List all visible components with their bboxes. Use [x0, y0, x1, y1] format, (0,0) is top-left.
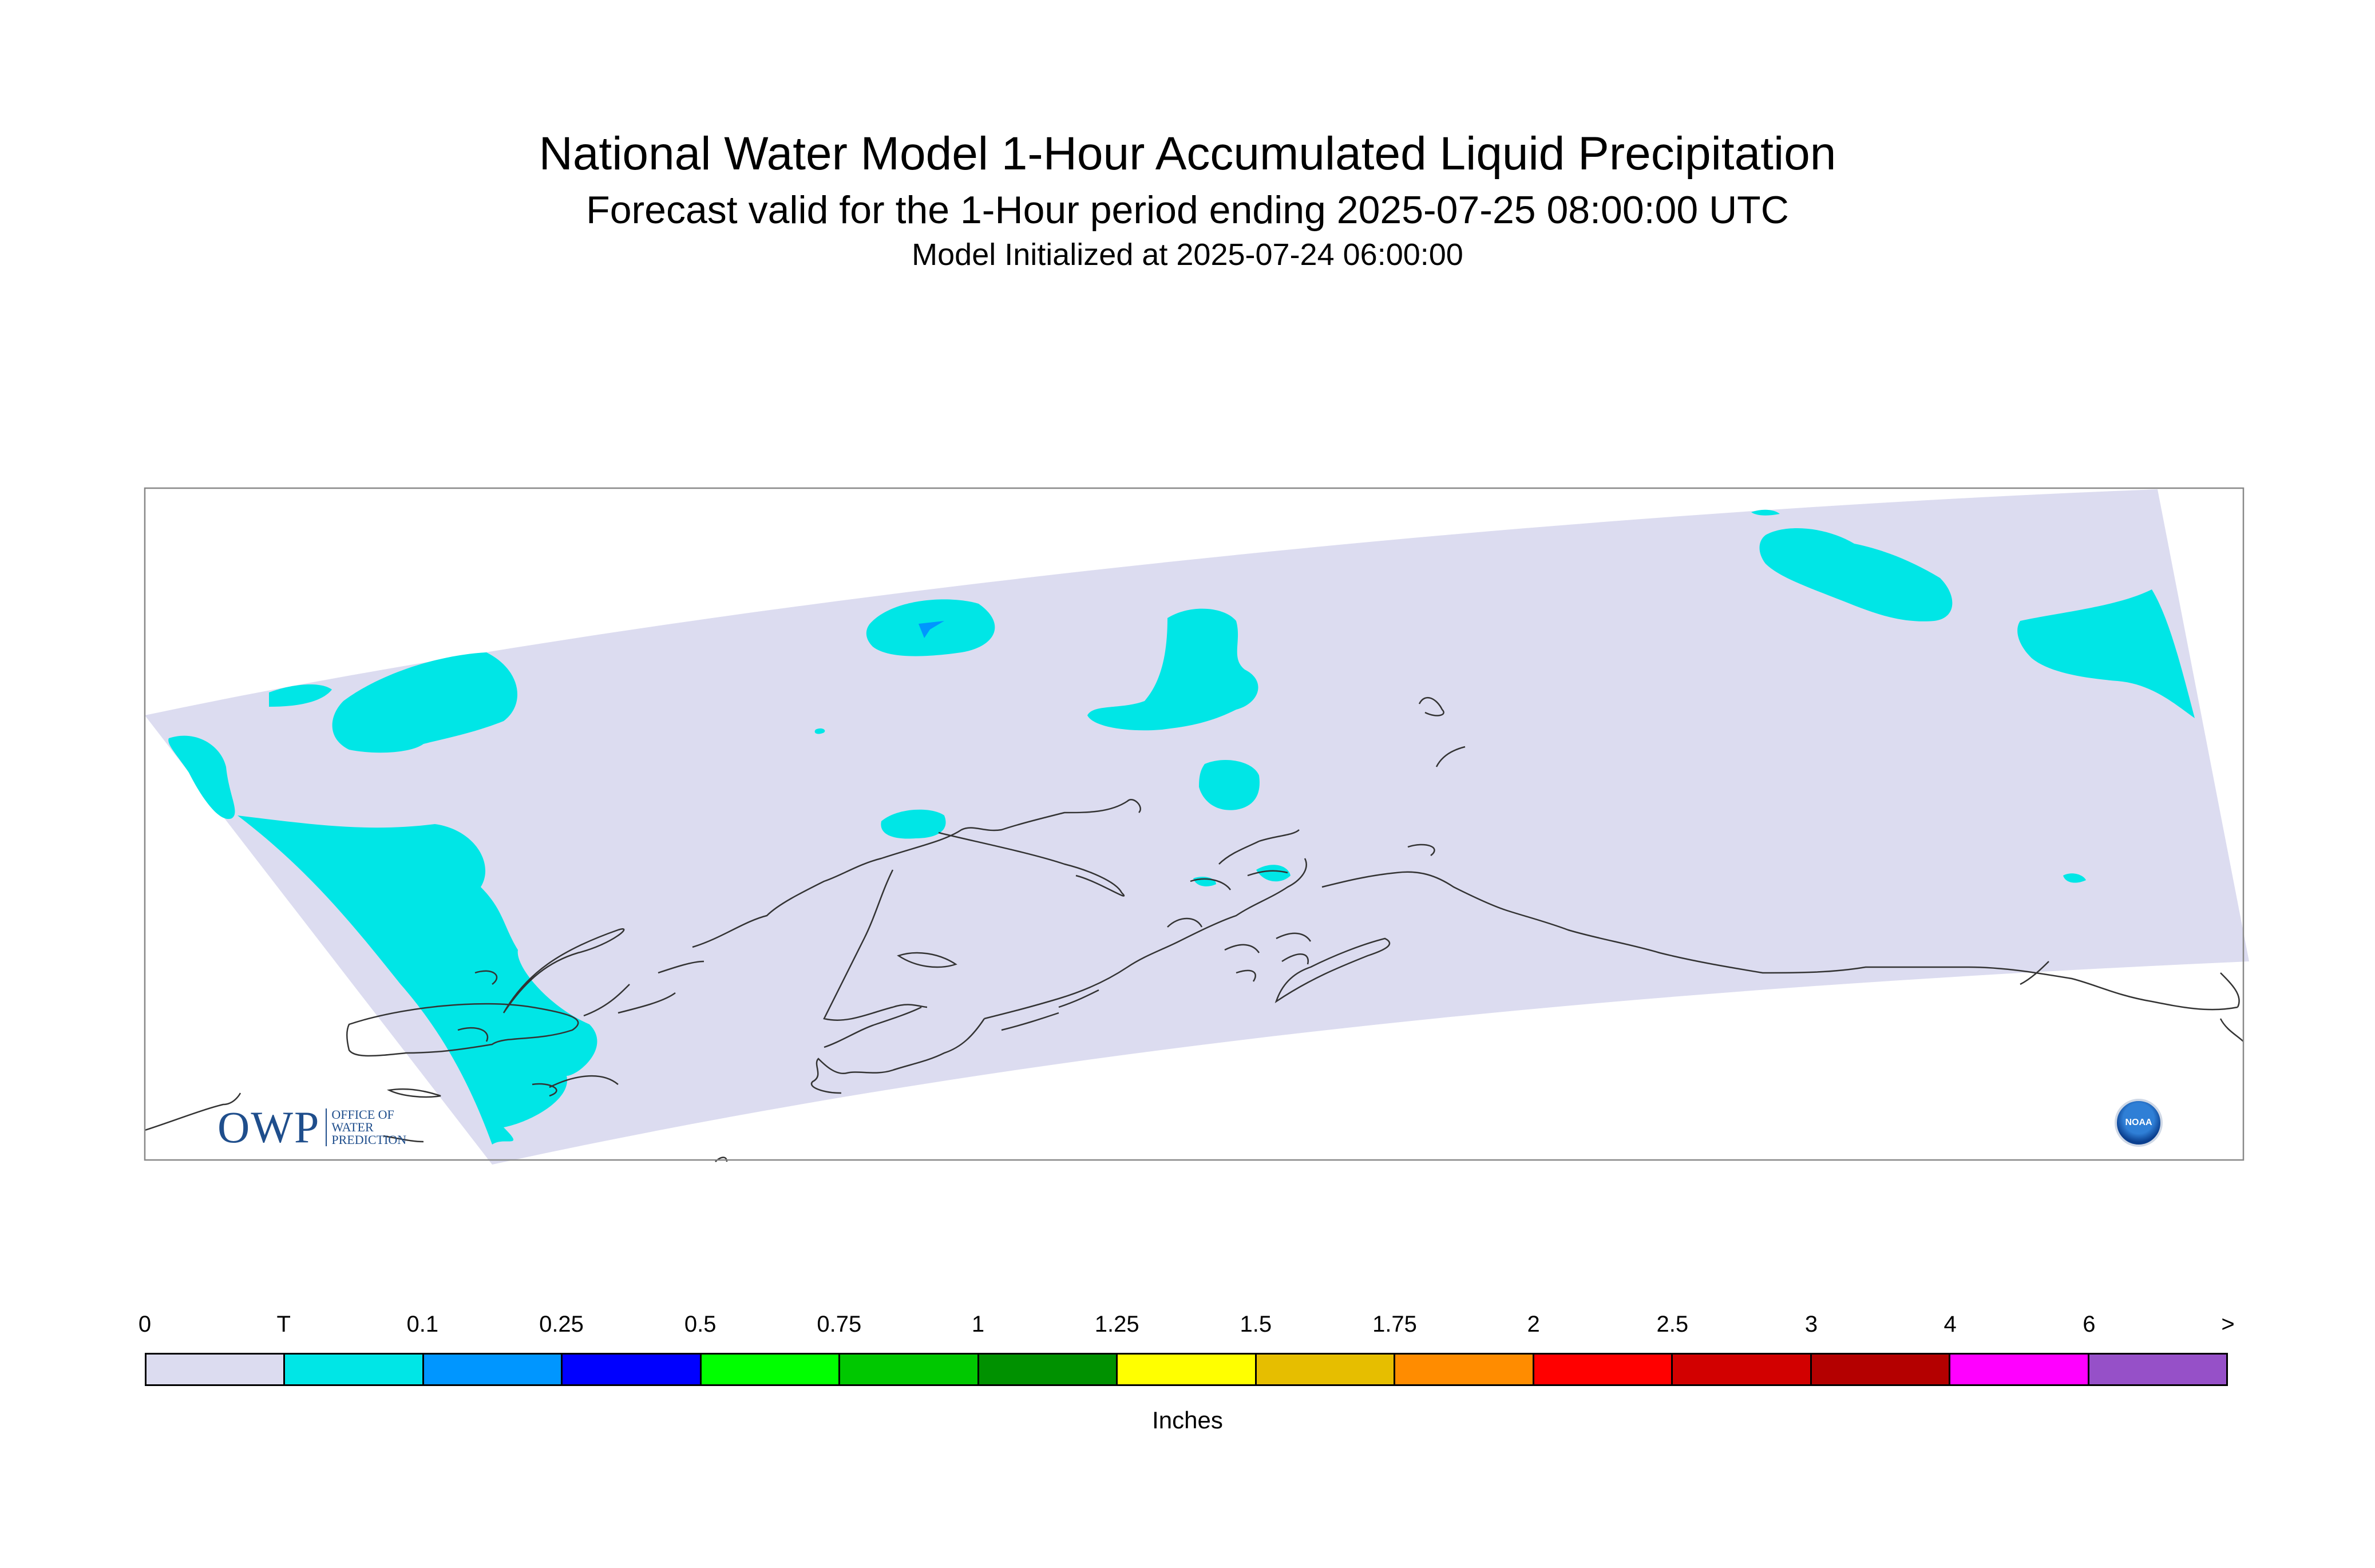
coastline [502, 928, 625, 1013]
precip-area [168, 735, 235, 819]
precip-area [332, 652, 517, 753]
precip-area [1751, 509, 1780, 516]
legend-swatch [1811, 1355, 1951, 1384]
legend-swatch [423, 1355, 563, 1384]
precip-area [2063, 873, 2086, 883]
coastline [549, 1075, 619, 1088]
legend-swatch [840, 1355, 979, 1384]
coastline [2220, 972, 2240, 1008]
coastline [1321, 871, 1969, 974]
coastline [583, 984, 630, 1017]
coastline [938, 831, 1125, 897]
noaa-logo: NOAA [2115, 1099, 2163, 1147]
coastline [1968, 966, 2238, 1011]
coastline [1224, 944, 1260, 953]
coastline [2219, 1018, 2244, 1042]
coastline [1274, 937, 1391, 1004]
coastline [810, 1018, 985, 1094]
coastline [1058, 989, 1099, 1008]
legend-units: Inches [1152, 1407, 1223, 1434]
coastline [1247, 870, 1288, 877]
legend-swatch [1534, 1355, 1673, 1384]
coastline [1418, 697, 1444, 716]
legend-tick-label: 0.5 [684, 1312, 717, 1337]
legend-tick-label: 1.25 [1094, 1312, 1139, 1337]
coastline [457, 1027, 489, 1042]
coastline [346, 1003, 579, 1057]
coastline [1218, 840, 1260, 865]
coastline [474, 970, 498, 985]
legend-tick-label: 2 [1527, 1312, 1540, 1337]
legend-tick-label: 3 [1804, 1312, 1818, 1337]
owp-logo-subtitle: OFFICE OF WATER PREDICTION [326, 1108, 406, 1146]
trace-precip-areas [168, 509, 2195, 1145]
owp-logo-wordmark: OWP [217, 1102, 320, 1152]
legend-tick-label: 1 [971, 1312, 985, 1337]
owp-logo: OWP OFFICE OF WATER PREDICTION [217, 1102, 406, 1153]
coastline [386, 1088, 441, 1098]
coastline [658, 960, 704, 974]
precip-area [1087, 608, 1258, 731]
precip-area [1256, 865, 1291, 882]
init-time: Model Initialized at 2025-07-24 06:00:00 [912, 237, 1463, 272]
legend-swatch [147, 1355, 286, 1384]
legend-tick-label: 4 [1943, 1312, 1957, 1337]
precip-area [881, 809, 946, 839]
coastline [144, 1092, 242, 1131]
legend-tick-label: 0.25 [539, 1312, 584, 1337]
coastline [984, 858, 1307, 1020]
legend-tick-label: 2.5 [1656, 1312, 1689, 1337]
coastline [1190, 878, 1232, 890]
legend-swatch [2089, 1355, 2227, 1384]
map-subtitle: Forecast valid for the 1-Hour period end… [586, 188, 1789, 232]
precip-area [269, 684, 332, 707]
legend-swatch [1673, 1355, 1812, 1384]
legend-swatch [1395, 1355, 1534, 1384]
precip-area [2017, 589, 2195, 718]
color-legend-bar [145, 1353, 2228, 1386]
coastline [2020, 961, 2049, 985]
precip-area [1759, 528, 1953, 621]
legend-tick-label: 0.75 [817, 1312, 862, 1337]
legend-tick-label: > [2221, 1312, 2235, 1337]
coastline [897, 952, 957, 968]
legend-swatch [285, 1355, 424, 1384]
coastline [1407, 844, 1435, 856]
precip-area [238, 815, 597, 1145]
legend-tick-label: 6 [2083, 1312, 2096, 1337]
coastline [823, 869, 928, 1021]
coastline [1167, 917, 1203, 928]
legend-swatch [979, 1355, 1118, 1384]
map-frame [144, 487, 2245, 1161]
coastline [383, 1135, 424, 1143]
legend-swatch [1256, 1355, 1396, 1384]
legend-swatch [1118, 1355, 1257, 1384]
precip-area [1199, 759, 1260, 810]
coastline [692, 799, 1141, 948]
legend-tick-label: 1.75 [1372, 1312, 1417, 1337]
legend-swatch [701, 1355, 841, 1384]
legend-tick-label: 1.5 [1240, 1312, 1272, 1337]
coastline [618, 992, 676, 1014]
map-title: National Water Model 1-Hour Accumulated … [539, 128, 1836, 180]
coastline [532, 1083, 557, 1097]
coastlines [144, 697, 2244, 1162]
coastline [1258, 829, 1300, 842]
coastline [1001, 1012, 1059, 1031]
precip-area [814, 728, 825, 734]
coastline [1435, 746, 1466, 767]
coastline [1236, 969, 1256, 982]
coastline [1276, 932, 1312, 942]
legend-swatch [563, 1355, 702, 1384]
coastline [1281, 953, 1309, 965]
coastline [824, 1006, 922, 1048]
light-precip-area [919, 621, 944, 638]
legend-tick-label: 0 [138, 1312, 152, 1337]
legend-tick-label: 0.1 [406, 1312, 439, 1337]
legend-swatch [1950, 1355, 2089, 1384]
legend-tick-label: T [276, 1312, 291, 1337]
